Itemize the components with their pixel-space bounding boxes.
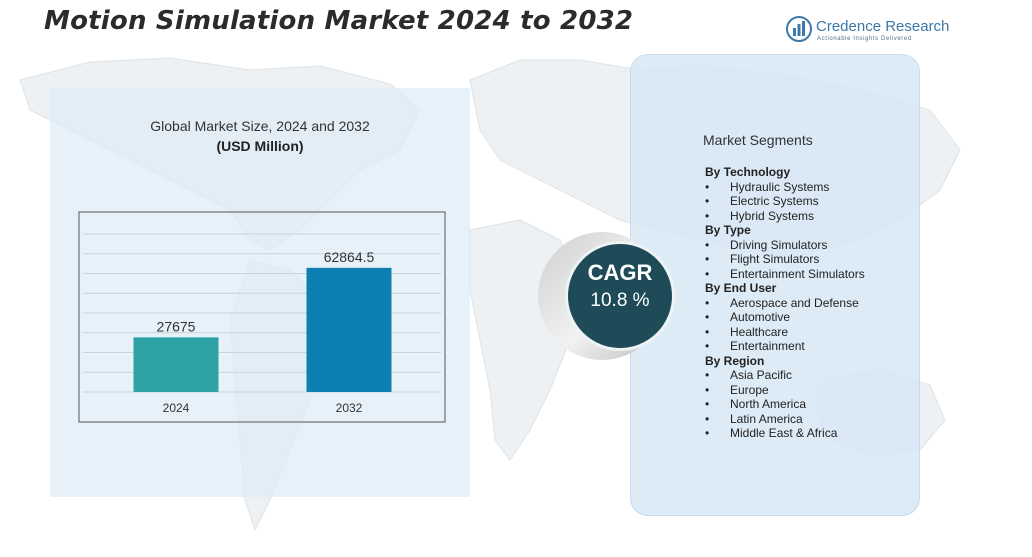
chart-frame (78, 211, 446, 423)
segment-item: Driving Simulators (705, 238, 915, 253)
segment-item: North America (705, 397, 915, 412)
segment-item: Hydraulic Systems (705, 180, 915, 195)
segment-item: Europe (705, 383, 915, 398)
segment-item: Healthcare (705, 325, 915, 340)
segment-item: Latin America (705, 412, 915, 427)
segment-item: Asia Pacific (705, 368, 915, 383)
bar-2032 (306, 267, 392, 392)
bar-chart: 27675 2024 62864.5 2032 (78, 211, 446, 423)
market-segments-panel: Market Segments By TechnologyHydraulic S… (630, 54, 920, 516)
segment-heading: By End User (705, 281, 777, 295)
segment-item: Entertainment Simulators (705, 267, 915, 282)
segment-item: Automotive (705, 310, 915, 325)
x-tick-label: 2024 (163, 401, 190, 415)
bar-value-label: 27675 (157, 318, 196, 334)
cagr-value: 10.8 % (590, 290, 650, 311)
brand-logo: Credence Research Actionable Insights De… (786, 16, 956, 46)
segment-item: Hybrid Systems (705, 209, 915, 224)
chart-title: Global Market Size, 2024 and 2032 (150, 118, 370, 134)
logo-tagline: Actionable Insights Delivered (817, 36, 912, 42)
x-tick-label: 2032 (336, 401, 363, 415)
logo-icon (786, 16, 812, 42)
cagr-badge: CAGR 10.8 % (565, 241, 675, 351)
segments-title: Market Segments (703, 132, 813, 148)
segment-heading: By Technology (705, 165, 791, 179)
segment-heading: By Region (705, 353, 765, 368)
segment-item: Electric Systems (705, 194, 915, 209)
page-title: Motion Simulation Market 2024 to 2032 (44, 6, 634, 36)
segment-item: Middle East & Africa (705, 426, 915, 441)
segment-heading: By Type (705, 223, 751, 237)
cagr-label: CAGR (587, 260, 653, 285)
market-size-panel: Global Market Size, 2024 and 2032 (USD M… (50, 88, 470, 497)
bar-2024 (133, 337, 219, 392)
segment-item: Entertainment (705, 339, 915, 354)
segment-item: Flight Simulators (705, 252, 915, 267)
segment-item: Aerospace and Defense (705, 296, 915, 311)
chart-unit: (USD Million) (216, 138, 304, 154)
bar-value-label: 62864.5 (324, 249, 375, 265)
segments-list: By TechnologyHydraulic SystemsElectric S… (705, 165, 915, 441)
logo-name: Credence Research (816, 18, 950, 35)
